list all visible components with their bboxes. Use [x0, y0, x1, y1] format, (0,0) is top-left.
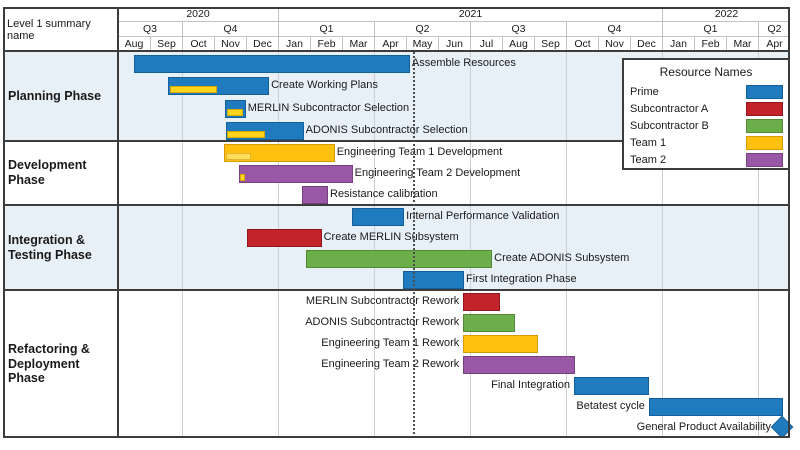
- status-date-line: [413, 52, 415, 438]
- task-label-create-merlin-subsystem: Create MERLIN Subsystem: [323, 231, 459, 243]
- legend-item-team-2: Team 2: [624, 151, 788, 168]
- legend-item-prime: Prime: [624, 83, 788, 100]
- month-cell-jan-5: Jan: [278, 37, 310, 52]
- phase-label-development-phase: Development Phase: [8, 158, 87, 187]
- task-bar-resistance-calibration[interactable]: [301, 186, 328, 204]
- quarter-gridline: [182, 52, 183, 438]
- legend-item-label: Prime: [630, 85, 659, 98]
- task-label-create-adonis-subsystem: Create ADONIS Subsystem: [494, 252, 630, 264]
- task-bar-engineering-team-2-development[interactable]: [239, 165, 353, 183]
- label-column-divider: [117, 7, 119, 438]
- month-cell-feb-18: Feb: [694, 37, 726, 52]
- quarter-cell-q4-5: Q4: [566, 22, 662, 37]
- task-label-adonis-subcontractor-selection: ADONIS Subcontractor Selection: [305, 124, 468, 136]
- corner-label: Level 1 summary name: [7, 17, 91, 42]
- phase-separator: [3, 204, 790, 206]
- quarter-gridline: [374, 52, 375, 438]
- task-label-engineering-team-1-rework: Engineering Team 1 Rework: [321, 337, 460, 349]
- quarter-cell-q2-3: Q2: [374, 22, 470, 37]
- task-label-create-working-plans: Create Working Plans: [271, 79, 378, 91]
- legend-item-label: Subcontractor A: [630, 102, 709, 115]
- month-cell-dec-4: Dec: [246, 37, 278, 52]
- legend-item-label: Subcontractor B: [630, 119, 709, 132]
- task-label-final-integration: Final Integration: [491, 379, 570, 391]
- year-cell-2020-0: 2020: [118, 7, 278, 22]
- task-bar-merlin-subcontractor-selection[interactable]: [225, 100, 246, 118]
- year-cell-2021-1: 2021: [278, 7, 662, 22]
- phase-separator: [3, 140, 790, 142]
- quarter-cell-q3-4: Q3: [470, 22, 566, 37]
- month-cell-may-9: May: [406, 37, 438, 52]
- quarter-cell-q1-2: Q1: [278, 22, 374, 37]
- quarter-gridline: [758, 52, 759, 438]
- year-cell-2022-2: 2022: [662, 7, 790, 22]
- quarter-gridline: [470, 52, 471, 438]
- progress-overlay: [239, 174, 246, 181]
- task-label-merlin-subcontractor-rework: MERLIN Subcontractor Rework: [305, 295, 460, 307]
- legend-item-label: Team 2: [630, 153, 667, 166]
- task-bar-first-integration-phase[interactable]: [403, 271, 464, 289]
- legend-item-team-1: Team 1: [624, 134, 788, 151]
- task-bar-adonis-subcontractor-rework[interactable]: [463, 314, 516, 332]
- task-label-merlin-subcontractor-selection: MERLIN Subcontractor Selection: [247, 102, 410, 114]
- quarter-cell-q3-0: Q3: [118, 22, 182, 37]
- legend-title: Resource Names: [659, 65, 753, 79]
- legend-color-swatch: [746, 118, 783, 133]
- task-label-first-integration-phase: First Integration Phase: [466, 273, 577, 285]
- phase-label-refactoring-deployment-phase: Refactoring & Deployment Phase: [8, 341, 90, 386]
- task-bar-internal-performance-validation[interactable]: [351, 208, 405, 226]
- corner-label-cell: Level 1 summary name: [3, 7, 118, 52]
- progress-overlay: [227, 131, 266, 138]
- legend-color-swatch: [746, 84, 783, 99]
- legend: Resource Names Prime Subcontractor A Subco…: [622, 58, 790, 170]
- progress-overlay: [226, 153, 252, 160]
- task-label-engineering-team-2-rework: Engineering Team 2 Rework: [321, 358, 460, 370]
- task-label-assemble-resources: Assemble Resources: [411, 57, 516, 69]
- task-bar-engineering-team-1-rework[interactable]: [463, 335, 538, 353]
- progress-overlay: [169, 86, 217, 93]
- task-label-engineering-team-1-development: Engineering Team 1 Development: [336, 146, 503, 158]
- task-label-betatest-cycle: Betatest cycle: [576, 400, 645, 412]
- month-cell-jun-10: Jun: [438, 37, 470, 52]
- task-bar-create-adonis-subsystem[interactable]: [306, 250, 493, 268]
- task-label-general-product-availability: General Product Availability: [636, 421, 771, 433]
- quarter-gridline: [662, 52, 663, 438]
- legend-item-label: Team 1: [630, 136, 667, 149]
- month-cell-sep-13: Sep: [534, 37, 566, 52]
- legend-color-swatch: [746, 101, 783, 116]
- month-cell-mar-19: Mar: [726, 37, 758, 52]
- legend-item-subcontractor-a: Subcontractor A: [624, 100, 788, 117]
- phase-label-planning-phase: Planning Phase: [8, 89, 102, 104]
- task-bar-create-merlin-subsystem[interactable]: [246, 229, 322, 247]
- task-bar-betatest-cycle[interactable]: [648, 398, 784, 416]
- task-bar-assemble-resources[interactable]: [134, 55, 410, 73]
- phase-separator: [3, 289, 790, 291]
- task-bar-final-integration[interactable]: [574, 377, 649, 395]
- task-label-resistance-calibration: Resistance calibration: [330, 188, 438, 200]
- month-cell-apr-8: Apr: [374, 37, 406, 52]
- progress-overlay: [226, 109, 243, 116]
- quarter-cell-q2-7: Q2: [758, 22, 790, 37]
- task-bar-engineering-team-1-development[interactable]: [223, 144, 335, 162]
- task-label-adonis-subcontractor-rework: ADONIS Subcontractor Rework: [305, 316, 460, 328]
- phase-label-integration-testing-phase: Integration & Testing Phase: [8, 232, 92, 262]
- month-cell-jul-11: Jul: [470, 37, 502, 52]
- header-bottom-border: [3, 50, 790, 52]
- task-bar-engineering-team-2-rework[interactable]: [463, 356, 575, 374]
- task-label-engineering-team-2-development: Engineering Team 2 Development: [354, 167, 521, 179]
- legend-color-swatch: [746, 135, 783, 150]
- task-bar-adonis-subcontractor-selection[interactable]: [226, 122, 304, 140]
- task-label-internal-performance-validation: Internal Performance Validation: [406, 210, 560, 222]
- quarter-gridline: [566, 52, 567, 438]
- month-cell-sep-1: Sep: [150, 37, 182, 52]
- task-bar-create-working-plans[interactable]: [167, 77, 270, 95]
- quarter-cell-q1-6: Q1: [662, 22, 758, 37]
- quarter-cell-q4-1: Q4: [182, 22, 278, 37]
- task-bar-merlin-subcontractor-rework[interactable]: [463, 293, 501, 311]
- legend-color-swatch: [746, 152, 783, 167]
- legend-item-subcontractor-b: Subcontractor B: [624, 117, 788, 134]
- month-cell-nov-15: Nov: [598, 37, 630, 52]
